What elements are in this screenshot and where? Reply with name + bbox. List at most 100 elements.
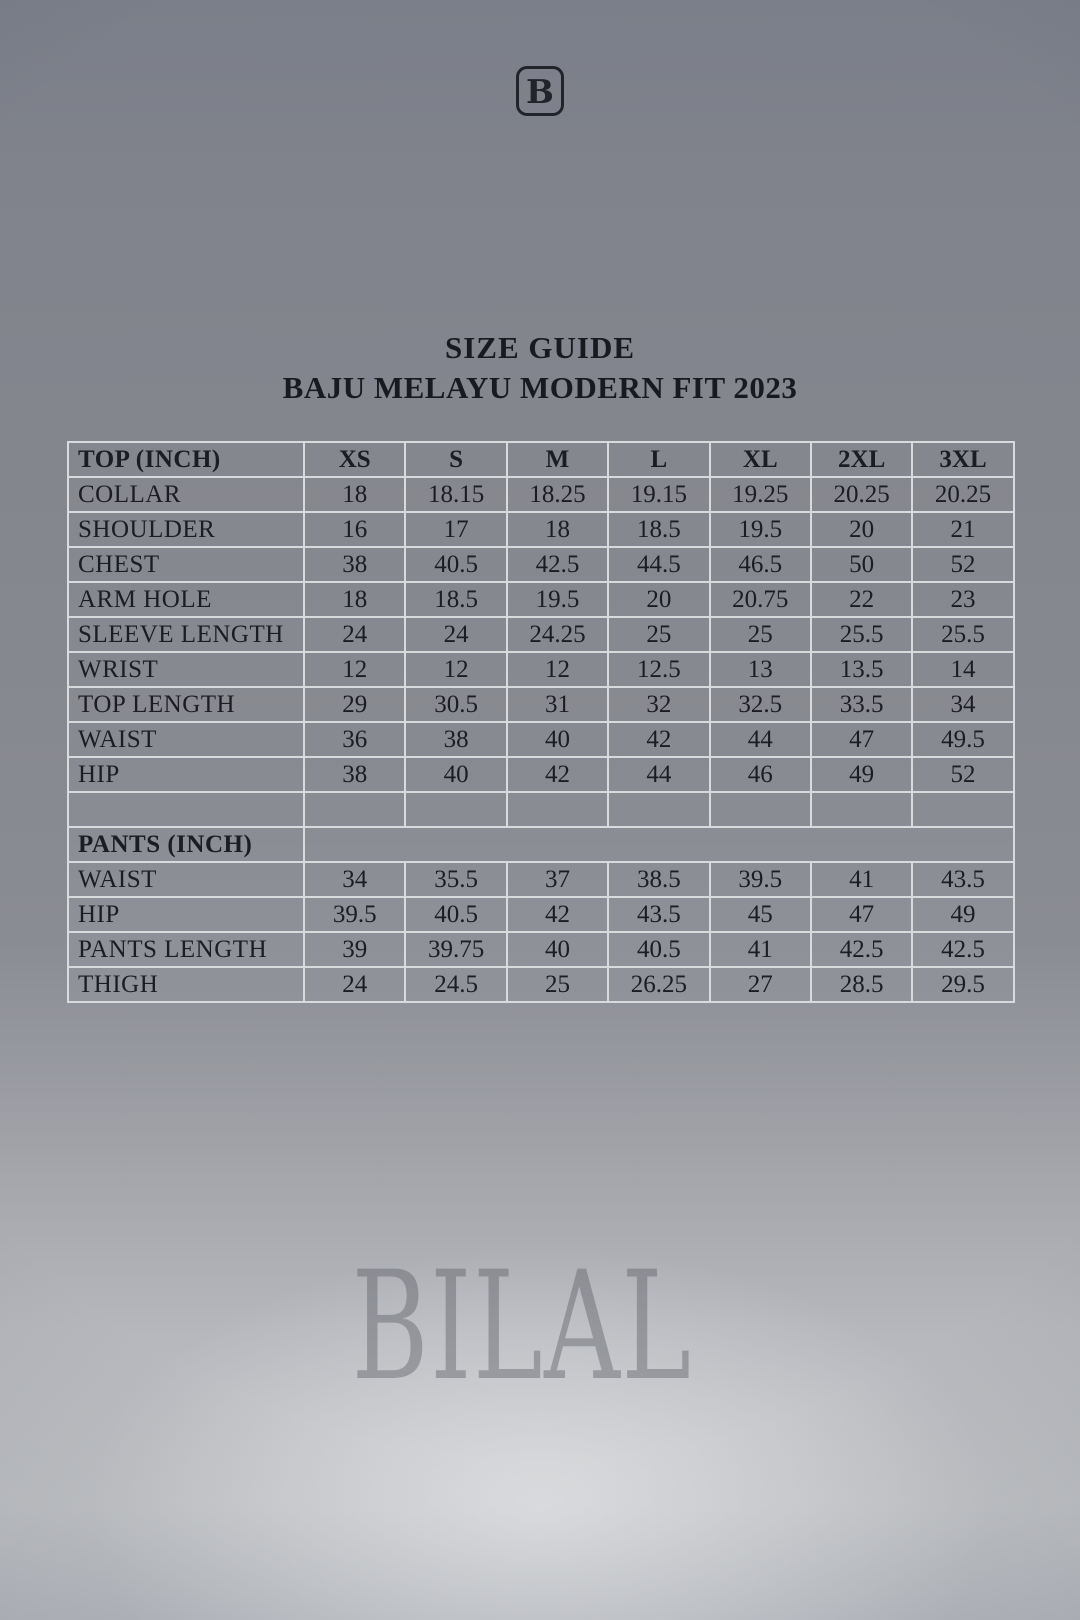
size-value-cell: 25 bbox=[708, 616, 812, 653]
table-header-row: TOP (INCH) XS S M L XL 2XL 3XL bbox=[67, 441, 1015, 478]
size-value-cell: 40.5 bbox=[607, 931, 711, 968]
table-row-top: SLEEVE LENGTH 24 24 24.25 25 25 25.5 25.5 bbox=[67, 616, 1015, 653]
size-value-cell: 30.5 bbox=[404, 686, 508, 723]
row-label: THIGH bbox=[67, 966, 305, 1003]
size-value-cell: 39.5 bbox=[708, 861, 812, 898]
table-row-top: WAIST 36 38 40 42 44 47 49.5 bbox=[67, 721, 1015, 758]
size-value-cell: 19.5 bbox=[708, 511, 812, 548]
row-label: WRIST bbox=[67, 651, 305, 688]
size-value-cell: 26.25 bbox=[607, 966, 711, 1003]
size-value-cell: 22 bbox=[809, 581, 914, 618]
size-value-cell: 40.5 bbox=[404, 546, 508, 583]
table-row-top: WRIST 12 12 12 12.5 13 13.5 14 bbox=[67, 651, 1015, 688]
size-value-cell: 42.5 bbox=[911, 931, 1015, 968]
size-value-cell: 50 bbox=[809, 546, 914, 583]
size-guide-table: TOP (INCH) XS S M L XL 2XL 3XL COLLAR 18 18.15 18.2… bbox=[67, 441, 1015, 1003]
spacer-cell bbox=[708, 791, 812, 828]
spacer-row bbox=[67, 791, 1015, 828]
size-value-cell: 12 bbox=[404, 651, 508, 688]
table-row-pants: HIP 39.5 40.5 42 43.5 45 47 49 bbox=[67, 896, 1015, 933]
size-value-cell: 42.5 bbox=[505, 546, 610, 583]
size-value-cell: 24 bbox=[302, 966, 407, 1003]
brand-logo: B bbox=[516, 66, 564, 116]
size-value-cell: 52 bbox=[911, 756, 1015, 793]
table-header-size-xs: XS bbox=[302, 441, 407, 478]
table-row-top: ARM HOLE 18 18.5 19.5 20 20.75 22 23 bbox=[67, 581, 1015, 618]
size-value-cell: 18 bbox=[505, 511, 610, 548]
size-value-cell: 18.5 bbox=[607, 511, 711, 548]
title-block: SIZE GUIDE BAJU MELAYU MODERN FIT 2023 bbox=[0, 330, 1080, 406]
spacer-cell bbox=[302, 791, 407, 828]
size-value-cell: 44 bbox=[607, 756, 711, 793]
size-value-cell: 42.5 bbox=[809, 931, 914, 968]
size-value-cell: 46 bbox=[708, 756, 812, 793]
pants-section-header: PANTS (INCH) bbox=[67, 826, 305, 863]
size-value-cell: 49 bbox=[809, 756, 914, 793]
size-value-cell: 44 bbox=[708, 721, 812, 758]
page-title: SIZE GUIDE bbox=[444, 330, 636, 365]
size-value-cell: 18.25 bbox=[505, 476, 610, 513]
size-value-cell: 20.75 bbox=[708, 581, 812, 618]
size-value-cell: 14 bbox=[911, 651, 1015, 688]
size-value-cell: 36 bbox=[302, 721, 407, 758]
size-value-cell: 25 bbox=[607, 616, 711, 653]
size-value-cell: 47 bbox=[809, 721, 914, 758]
size-value-cell: 33.5 bbox=[809, 686, 914, 723]
pants-header-row: PANTS (INCH) bbox=[67, 826, 1015, 863]
size-value-cell: 42 bbox=[505, 756, 610, 793]
table-header-size-3xl: 3XL bbox=[911, 441, 1015, 478]
table-header-size-xl: XL bbox=[708, 441, 812, 478]
size-value-cell: 20 bbox=[809, 511, 914, 548]
row-label: PANTS LENGTH bbox=[67, 931, 305, 968]
size-value-cell: 37 bbox=[505, 861, 610, 898]
table-header-size-2xl: 2XL bbox=[809, 441, 914, 478]
size-value-cell: 24 bbox=[302, 616, 407, 653]
size-value-cell: 12.5 bbox=[607, 651, 711, 688]
page-subtitle: BAJU MELAYU MODERN FIT 2023 bbox=[282, 370, 798, 405]
table-row-top: COLLAR 18 18.15 18.25 19.15 19.25 20.25 20.25 bbox=[67, 476, 1015, 513]
size-value-cell: 34 bbox=[911, 686, 1015, 723]
table-header-size-m: M bbox=[505, 441, 610, 478]
size-value-cell: 27 bbox=[708, 966, 812, 1003]
spacer-cell bbox=[505, 791, 610, 828]
size-value-cell: 43.5 bbox=[911, 861, 1015, 898]
row-label: SHOULDER bbox=[67, 511, 305, 548]
size-value-cell: 13 bbox=[708, 651, 812, 688]
size-value-cell: 40.5 bbox=[404, 896, 508, 933]
table-header-label: TOP (INCH) bbox=[67, 441, 305, 478]
table-row-top: TOP LENGTH 29 30.5 31 32 32.5 33.5 34 bbox=[67, 686, 1015, 723]
size-value-cell: 38 bbox=[302, 546, 407, 583]
table-header-size-s: S bbox=[404, 441, 508, 478]
size-value-cell: 49 bbox=[911, 896, 1015, 933]
pants-header-spacer bbox=[303, 826, 1015, 863]
size-value-cell: 52 bbox=[911, 546, 1015, 583]
brand-watermark: BILAL bbox=[351, 1240, 693, 1414]
size-value-cell: 25.5 bbox=[809, 616, 914, 653]
row-label: SLEEVE LENGTH bbox=[67, 616, 305, 653]
size-value-cell: 49.5 bbox=[911, 721, 1015, 758]
row-label: WAIST bbox=[67, 861, 305, 898]
table-row-top: SHOULDER 16 17 18 18.5 19.5 20 21 bbox=[67, 511, 1015, 548]
size-value-cell: 38 bbox=[302, 756, 407, 793]
size-value-cell: 24 bbox=[404, 616, 508, 653]
size-value-cell: 18 bbox=[302, 476, 407, 513]
size-value-cell: 19.25 bbox=[708, 476, 812, 513]
row-label: CHEST bbox=[67, 546, 305, 583]
row-label: TOP LENGTH bbox=[67, 686, 305, 723]
size-value-cell: 24.5 bbox=[404, 966, 508, 1003]
size-value-cell: 13.5 bbox=[809, 651, 914, 688]
spacer-cell bbox=[809, 791, 914, 828]
size-value-cell: 40 bbox=[505, 931, 610, 968]
size-value-cell: 18.15 bbox=[404, 476, 508, 513]
size-value-cell: 40 bbox=[404, 756, 508, 793]
row-label: ARM HOLE bbox=[67, 581, 305, 618]
size-value-cell: 45 bbox=[708, 896, 812, 933]
size-value-cell: 18.5 bbox=[404, 581, 508, 618]
size-value-cell: 20.25 bbox=[911, 476, 1015, 513]
size-value-cell: 47 bbox=[809, 896, 914, 933]
size-value-cell: 34 bbox=[302, 861, 407, 898]
size-value-cell: 23 bbox=[911, 581, 1015, 618]
size-value-cell: 31 bbox=[505, 686, 610, 723]
size-value-cell: 41 bbox=[708, 931, 812, 968]
